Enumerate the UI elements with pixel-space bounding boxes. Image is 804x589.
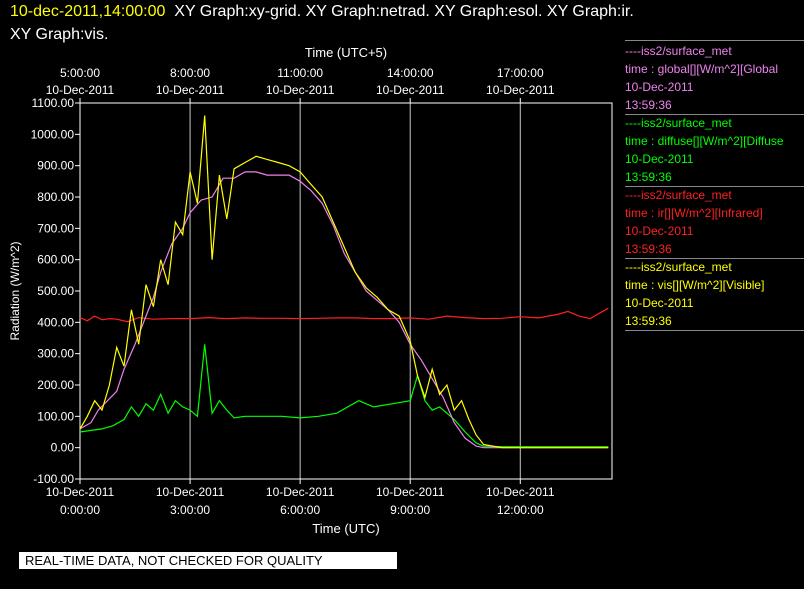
legend-separator: [625, 258, 804, 259]
legend-entry-vis: ----iss2/surface_met time : vis[][W/m^2]…: [625, 258, 764, 330]
series-line-global: [79, 171, 609, 449]
legend-variable: time : ir[][W/m^2][Infrared]: [625, 206, 763, 220]
x2-tick-label: 10-Dec-2011: [266, 83, 335, 97]
legend-time: 13:59:36: [625, 242, 672, 256]
x-tick-label: 10-Dec-2011: [376, 485, 445, 499]
x2-tick-label: 10-Dec-2011: [376, 83, 445, 97]
legend-time: 13:59:36: [625, 170, 672, 184]
x2-tick-label: 8:00:00: [170, 66, 210, 80]
x2-tick-label: 14:00:00: [387, 66, 434, 80]
y-tick-label: 300.00: [37, 347, 74, 361]
header-graph-list[interactable]: XY Graph:xy-grid. XY Graph:netrad. XY Gr…: [174, 3, 634, 20]
legend-date: 10-Dec-2011: [625, 224, 694, 238]
series-line-vis: [79, 115, 609, 449]
y-tick-label: 800.00: [37, 190, 74, 204]
x2-tick-label: 5:00:00: [60, 66, 100, 80]
y-tick-label: 0.00: [51, 441, 75, 455]
header-line-1: 10-dec-2011,14:00:00 XY Graph:xy-grid. X…: [10, 3, 634, 21]
x-tick-label: 10-Dec-2011: [266, 485, 335, 499]
legend-time: 13:59:36: [625, 98, 672, 112]
x-tick-label: 0:00:00: [60, 503, 100, 517]
chart-grid: [189, 103, 521, 479]
x-tick-label: 9:00:00: [390, 503, 430, 517]
y-tick-label: 1100.00: [32, 96, 75, 110]
x-axis-title: Time (UTC): [312, 521, 379, 536]
x2-tick-label: 10-Dec-2011: [486, 83, 555, 97]
x-tick-label: 3:00:00: [170, 503, 210, 517]
header-graph-list-2[interactable]: XY Graph:vis.: [10, 26, 109, 43]
y-tick-label: 200.00: [37, 378, 74, 392]
legend-variable: time : diffuse[][W/m^2][Diffuse: [625, 134, 784, 148]
legend-date: 10-Dec-2011: [625, 296, 694, 310]
y-tick-label: 1000.00: [31, 127, 75, 141]
legend-variable: time : global[][W/m^2][Global: [625, 62, 779, 76]
y-axis-title: Radiation (W/m^2): [8, 242, 22, 341]
x2-tick-label: 10-Dec-2011: [156, 83, 225, 97]
y-tick-label: 400.00: [37, 315, 74, 329]
legend-entry-diffuse: ----iss2/surface_met time : diffuse[][W/…: [625, 114, 784, 186]
plot-frame: [79, 102, 613, 480]
x-tick-label: 10-Dec-2011: [156, 485, 225, 499]
legend-source: ----iss2/surface_met: [625, 116, 732, 130]
x2-axis-title: Time (UTC+5): [305, 45, 387, 60]
chart-series: [79, 115, 609, 449]
legend-date: 10-Dec-2011: [625, 152, 694, 166]
y-tick-label: 500.00: [37, 284, 74, 298]
legend-source: ----iss2/surface_met: [625, 188, 732, 202]
x2-tick-label: 17:00:00: [497, 66, 544, 80]
y-tick-label: 100.00: [37, 409, 74, 423]
x2-tick-label: 11:00:00: [277, 66, 323, 80]
header-timestamp: 10-dec-2011,14:00:00: [10, 3, 166, 20]
legend-source: ----iss2/surface_met: [625, 260, 732, 274]
x-tick-label: 10-Dec-2011: [46, 485, 115, 499]
y-tick-label: 600.00: [37, 253, 74, 267]
y-tick-label: 700.00: [37, 221, 74, 235]
legend-separator: [625, 330, 804, 331]
y-tick-label: -100.00: [33, 472, 74, 486]
x-tick-label: 10-Dec-2011: [486, 485, 555, 499]
chart-labels: -100.00 0.00 100.00 200.00 300.00 400.00 500.0…: [8, 45, 555, 536]
legend-variable: time : vis[][W/m^2][Visible]: [625, 278, 765, 292]
y-tick-label: 900.00: [37, 159, 74, 173]
legend-separator: [625, 186, 804, 187]
quality-disclaimer: REAL-TIME DATA, NOT CHECKED FOR QUALITY: [19, 552, 397, 569]
series-line-ir: [79, 307, 609, 323]
series-line-diffuse: [79, 344, 609, 448]
legend-time: 13:59:36: [625, 314, 672, 328]
x-tick-label: 6:00:00: [280, 503, 320, 517]
legend-date: 10-Dec-2011: [625, 80, 694, 94]
legend-separator: [625, 40, 804, 41]
x2-tick-label: 10-Dec-2011: [46, 83, 115, 97]
legend-entry-global: ----iss2/surface_met time : global[][W/m…: [625, 42, 778, 114]
legend-source: ----iss2/surface_met: [625, 44, 732, 58]
legend-separator: [625, 114, 804, 115]
legend-entry-ir: ----iss2/surface_met time : ir[][W/m^2][…: [625, 186, 763, 258]
chart-axes: [75, 98, 613, 484]
x-tick-label: 12:00:00: [497, 503, 544, 517]
header-line-2: XY Graph:vis.: [10, 26, 108, 44]
